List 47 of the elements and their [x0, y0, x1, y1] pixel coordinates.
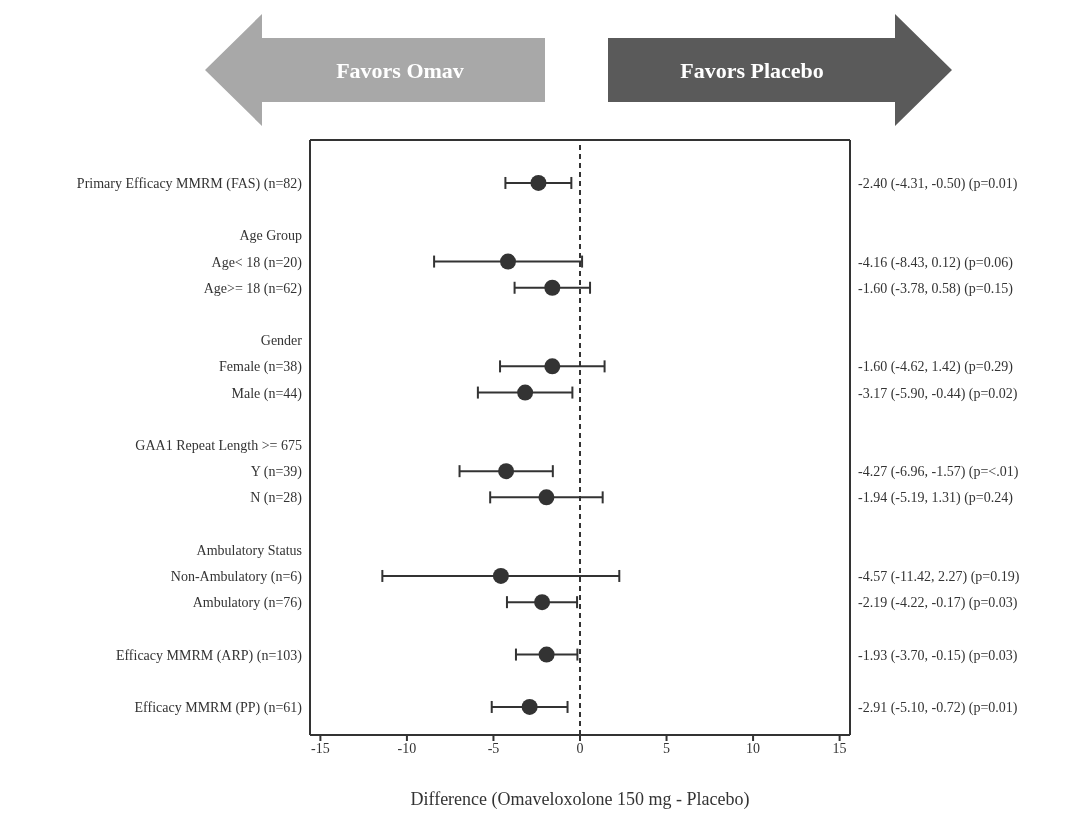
x-tick-label: -10 — [397, 740, 417, 756]
data-label: -2.91 (-5.10, -0.72) (p=0.01) — [858, 699, 1018, 716]
data-label: -1.94 (-5.19, 1.31) (p=0.24) — [858, 490, 1014, 507]
y-tick-label: Gender — [260, 333, 303, 349]
data-label: -1.60 (-3.78, 0.58) (p=0.15) — [858, 280, 1014, 297]
x-axis-title: Difference (Omaveloxolone 150 mg - Placebo) — [410, 789, 750, 810]
y-tick-label: Age>= 18 (n=62) — [203, 280, 303, 297]
x-tick-label: 10 — [746, 740, 761, 756]
point — [498, 463, 515, 480]
y-tick-label: Efficacy MMRM (ARP) (n=103) — [115, 647, 303, 664]
y-tick-label: Ambulatory Status — [196, 542, 302, 558]
x-tick-label: 5 — [663, 740, 671, 756]
data-label: -1.60 (-4.62, 1.42) (p=0.29) — [858, 359, 1014, 376]
point — [534, 594, 551, 611]
x-tick-label: 15 — [832, 740, 847, 756]
y-tick-label: Male (n=44) — [231, 385, 303, 402]
y-tick-label: Female (n=38) — [219, 359, 303, 376]
y-tick-label: Age< 18 (n=20) — [211, 254, 303, 271]
y-tick-label: Age Group — [239, 228, 302, 244]
y-tick-label: Primary Efficacy MMRM (FAS) (n=82) — [76, 175, 303, 192]
point — [517, 384, 534, 401]
y-tick-label: Ambulatory (n=76) — [192, 595, 303, 612]
point — [544, 358, 561, 375]
y-tick-label: Non-Ambulatory (n=6) — [170, 568, 303, 585]
data-label: -1.93 (-3.70, -0.15) (p=0.03) — [858, 647, 1018, 664]
y-tick-label: Efficacy MMRM (PP) (n=61) — [134, 699, 303, 716]
data-label: -2.19 (-4.22, -0.17) (p=0.03) — [858, 595, 1018, 612]
point — [538, 646, 555, 663]
point — [544, 279, 561, 296]
left-arrow: Favors Omav — [205, 14, 545, 126]
data-label: -4.27 (-6.96, -1.57) (p=<.01) — [858, 464, 1019, 481]
right-arrow: Favors Placebo — [608, 14, 952, 126]
point — [521, 698, 538, 715]
y-tick-label: N (n=28) — [250, 490, 303, 507]
data-label: -4.16 (-8.43, 0.12) (p=0.06) — [858, 254, 1014, 271]
point — [500, 253, 516, 270]
data-label: -4.57 (-11.42, 2.27) (p=0.19) — [858, 568, 1020, 585]
x-tick-label: -15 — [311, 740, 330, 756]
data-label: -3.17 (-5.90, -0.44) (p=0.02) — [858, 385, 1018, 402]
point — [492, 567, 509, 584]
point — [530, 174, 547, 191]
y-tick-label: GAA1 Repeat Length >= 675 — [135, 437, 302, 453]
y-tick-label: Y (n=39) — [250, 464, 303, 481]
x-tick-label: 0 — [576, 740, 584, 756]
point — [538, 489, 555, 506]
x-tick-label: -5 — [487, 740, 500, 756]
data-label: -2.40 (-4.31, -0.50) (p=0.01) — [858, 175, 1018, 192]
